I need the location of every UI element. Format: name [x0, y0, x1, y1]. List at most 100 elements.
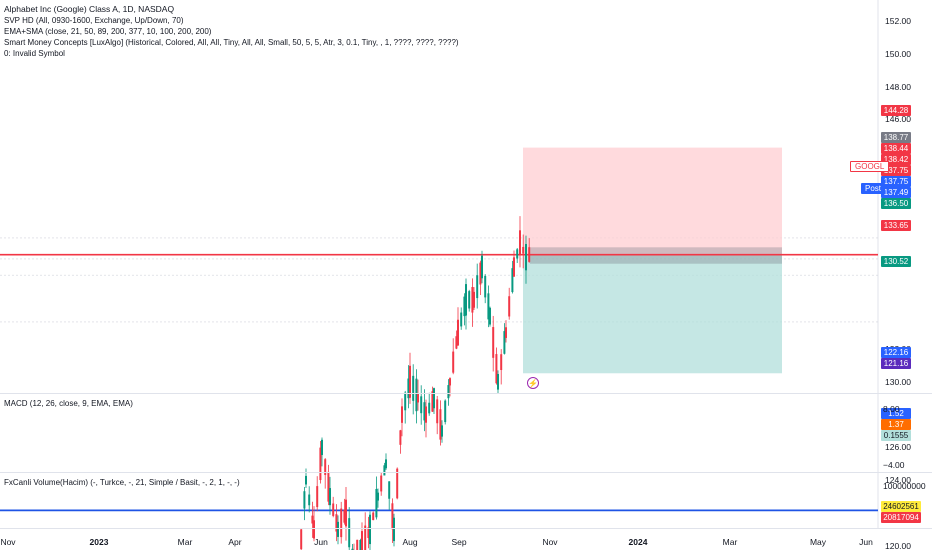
candle-body	[460, 312, 463, 327]
indicator-svp[interactable]: SVP HD (All, 0930-1600, Exchange, Up/Dow…	[4, 16, 184, 25]
candle-body	[332, 503, 335, 516]
candle-body	[516, 249, 519, 259]
pane-separator[interactable]	[0, 393, 932, 394]
candle-body	[321, 439, 323, 456]
candle-body	[396, 468, 399, 499]
candle-body	[385, 459, 387, 469]
candle-body	[311, 515, 314, 524]
candle-body	[495, 354, 498, 384]
macd-legend[interactable]: MACD (12, 26, close, 9, EMA, EMA)	[4, 399, 133, 408]
macd-bottom-value: −4.00	[883, 460, 905, 470]
candle-body	[399, 430, 402, 445]
pane-separator[interactable]	[0, 472, 932, 473]
candle-body	[487, 293, 490, 320]
candle-body	[383, 465, 386, 476]
price-tick-label: 126.00	[885, 442, 911, 453]
symbol-tag: GOOGL	[850, 161, 890, 172]
candle-body	[420, 396, 423, 414]
price-tag: 136.50	[881, 198, 911, 209]
candle-body	[380, 475, 383, 492]
candle-body	[375, 488, 378, 518]
volume-legend[interactable]: FxCanli Volume(Hacim) (-, Turkce, -, 21,…	[4, 478, 240, 487]
price-tick-label: 150.00	[885, 48, 911, 59]
candle-body	[324, 459, 327, 475]
candle-body	[393, 517, 395, 542]
price-tag: 137.49	[881, 187, 911, 198]
date-label: Aug	[402, 537, 418, 547]
candle-body	[319, 447, 322, 481]
price-tick-label: 120.00	[885, 540, 911, 551]
candle-body	[369, 514, 371, 545]
price-tick-label: 148.00	[885, 81, 911, 92]
price-tag: 130.52	[881, 256, 911, 267]
candle-body	[508, 296, 511, 317]
candle-body	[439, 409, 442, 440]
price-tag: 144.28	[881, 105, 911, 116]
price-tag: 137.75	[881, 165, 911, 176]
price-tick-label: 130.00	[885, 376, 911, 387]
candle-body	[425, 406, 427, 423]
macd-top-value: 8.00	[883, 404, 900, 414]
price-tick-label: 146.00	[885, 114, 911, 125]
candle-body	[522, 246, 525, 254]
candle-body	[503, 331, 506, 354]
price-tag: 138.44	[881, 143, 911, 154]
indicator-ema-sma[interactable]: EMA+SMA (close, 21, 50, 89, 200, 377, 10…	[4, 27, 212, 36]
date-axis-separator	[0, 528, 932, 529]
date-label: Jun	[859, 537, 873, 547]
candle-body	[428, 402, 431, 414]
candle-body	[417, 393, 419, 403]
candle-body	[479, 262, 482, 285]
price-tag: 121.16	[881, 358, 911, 369]
indicator-invalid[interactable]: 0: Invalid Symbol	[4, 49, 65, 58]
volume-value-tag: 24602561	[881, 501, 921, 512]
post-tag: Post	[861, 183, 886, 194]
macd-value-tag: 1.52	[881, 408, 911, 419]
candle-body	[308, 494, 311, 506]
candle-body	[356, 539, 359, 550]
date-label: Nov	[542, 537, 558, 547]
candle-body	[525, 244, 527, 271]
candle-body	[492, 327, 495, 358]
target-zone	[523, 147, 782, 255]
candle-body	[484, 275, 487, 298]
candle-body	[452, 351, 455, 373]
candle-body	[433, 388, 435, 409]
candle-body	[337, 521, 339, 537]
candle-body	[481, 255, 483, 279]
candle-body	[401, 406, 403, 423]
candle-body	[471, 287, 474, 313]
candle-body	[313, 520, 315, 539]
price-tick-label: 152.00	[885, 16, 911, 26]
candle-body	[449, 378, 451, 386]
candle-body	[457, 319, 459, 346]
indicator-smc[interactable]: Smart Money Concepts [LuxAlgo] (Historic…	[4, 38, 459, 47]
price-tag: 138.77	[881, 132, 911, 143]
candle-body	[473, 291, 475, 308]
chart-legend: Alphabet Inc (Google) Class A, 1D, NASDA…	[4, 4, 459, 59]
candle-body	[444, 400, 447, 423]
candle-body	[361, 531, 363, 550]
price-tag: 137.75	[881, 176, 911, 187]
date-label: Nov	[0, 537, 16, 547]
price-tag: 138.42	[881, 154, 911, 165]
date-label: Sep	[451, 537, 467, 547]
candle-body	[359, 540, 362, 550]
candle-body	[404, 392, 407, 411]
candle-body	[519, 230, 521, 255]
candle-body	[415, 378, 418, 412]
macd-value-tag: 0.1555	[881, 430, 911, 441]
symbol-title[interactable]: Alphabet Inc (Google) Class A, 1D, NASDA…	[4, 4, 175, 14]
price-tick-label: 124.00	[885, 475, 911, 486]
candle-body	[423, 402, 426, 421]
candle-body	[409, 365, 411, 398]
date-label: May	[809, 537, 827, 547]
macd-value-tag: 1.37	[881, 419, 911, 430]
candle-body	[305, 475, 307, 485]
bolt-icon[interactable]: ⚡	[527, 377, 539, 389]
current-price-band	[530, 247, 782, 264]
date-label: Apr	[228, 537, 242, 547]
candle-body	[463, 296, 466, 317]
